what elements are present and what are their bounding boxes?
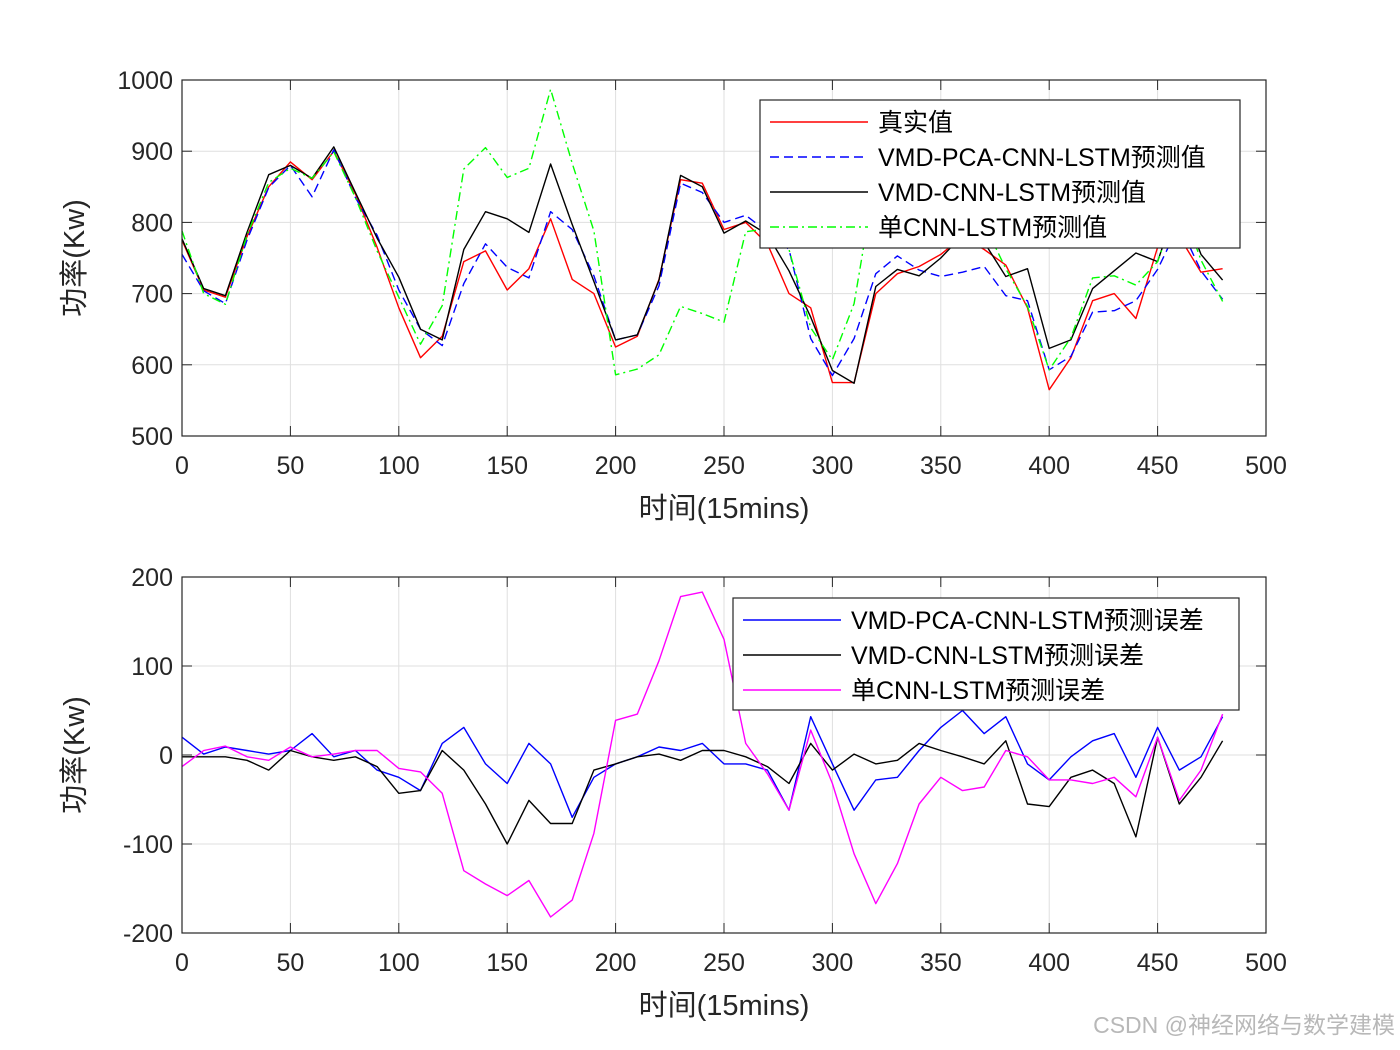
x-tick-label: 350 [920, 452, 962, 480]
legend: VMD-PCA-CNN-LSTM预测误差 VMD-CNN-LSTM预测误差单CNN… [732, 597, 1240, 711]
top-chart: 0 50 100 150 200 250 300 350 400 450 500 500 600 700 8… [58, 67, 1287, 525]
x-axis-label: 时间(15mins) [639, 989, 810, 1022]
legend-label: VMD-PCA-CNN-LSTM预测误差 [851, 607, 1204, 635]
y-axis-label: 功率(Kw) [58, 696, 91, 814]
y-tick-label: 600 [131, 352, 173, 380]
y-tick-label: -100 [123, 831, 173, 859]
axes-frame [181, 576, 1267, 934]
legend-label: VMD-CNN-LSTM预测误差 [851, 642, 1144, 670]
x-tick-label: 200 [595, 949, 637, 977]
x-tick-label: 300 [812, 949, 854, 977]
x-tick-label: 500 [1245, 949, 1287, 977]
y-tick-label: 200 [131, 564, 173, 592]
y-tick-label: 900 [131, 138, 173, 166]
y-tick-label: 1000 [117, 67, 173, 95]
x-tick-label: 400 [1028, 949, 1070, 977]
x-tick-label: 50 [276, 452, 304, 480]
x-tick-label: 0 [175, 452, 189, 480]
legend-label: VMD-CNN-LSTM预测值 [878, 179, 1146, 207]
x-tick-label: 150 [486, 949, 528, 977]
legend-label: 单CNN-LSTM预测值 [878, 214, 1107, 242]
x-tick-label: 450 [1137, 949, 1179, 977]
y-tick-label: -200 [123, 920, 173, 948]
x-tick-label: 100 [378, 949, 420, 977]
x-tick-label: 50 [276, 949, 304, 977]
x-tick-label: 200 [595, 452, 637, 480]
axes-frame [181, 79, 1267, 437]
x-tick-label: 450 [1137, 452, 1179, 480]
legend-label: 单CNN-LSTM预测误差 [851, 677, 1105, 705]
y-tick-label: 500 [131, 423, 173, 451]
watermark: CSDN @神经网络与数学建模 [1093, 1012, 1395, 1038]
series-line-3 [181, 88, 1224, 376]
y-axis-label: 功率(Kw) [58, 199, 91, 317]
x-tick-label: 150 [486, 452, 528, 480]
legend-label: VMD-PCA-CNN-LSTM预测值 [878, 144, 1206, 172]
legend: 真实值 VMD-PCA-CNN-LSTM预测值 VMD-CNN-LSTM预测值单CN… [759, 99, 1241, 249]
y-tick-label: 700 [131, 281, 173, 309]
x-tick-label: 400 [1028, 452, 1070, 480]
bottom-chart: 0 50 100 150 200 250 300 350 400 450 500 -200 -100 0 1… [58, 564, 1287, 1022]
x-tick-label: 500 [1245, 452, 1287, 480]
x-tick-label: 350 [920, 949, 962, 977]
series-line-1 [182, 736, 1224, 845]
legend-box [759, 99, 1241, 249]
series-line-2 [181, 591, 1224, 918]
series-line-2 [181, 146, 1224, 384]
x-tick-label: 300 [812, 452, 854, 480]
x-tick-label: 250 [703, 452, 745, 480]
y-tick-label: 800 [131, 209, 173, 237]
y-tick-label: 100 [131, 653, 173, 681]
legend-label: 真实值 [878, 109, 953, 137]
x-axis-label: 时间(15mins) [639, 492, 810, 525]
y-tick-label: 0 [159, 742, 173, 770]
x-tick-label: 250 [703, 949, 745, 977]
x-tick-label: 0 [175, 949, 189, 977]
x-tick-label: 100 [378, 452, 420, 480]
legend-box [732, 597, 1240, 711]
